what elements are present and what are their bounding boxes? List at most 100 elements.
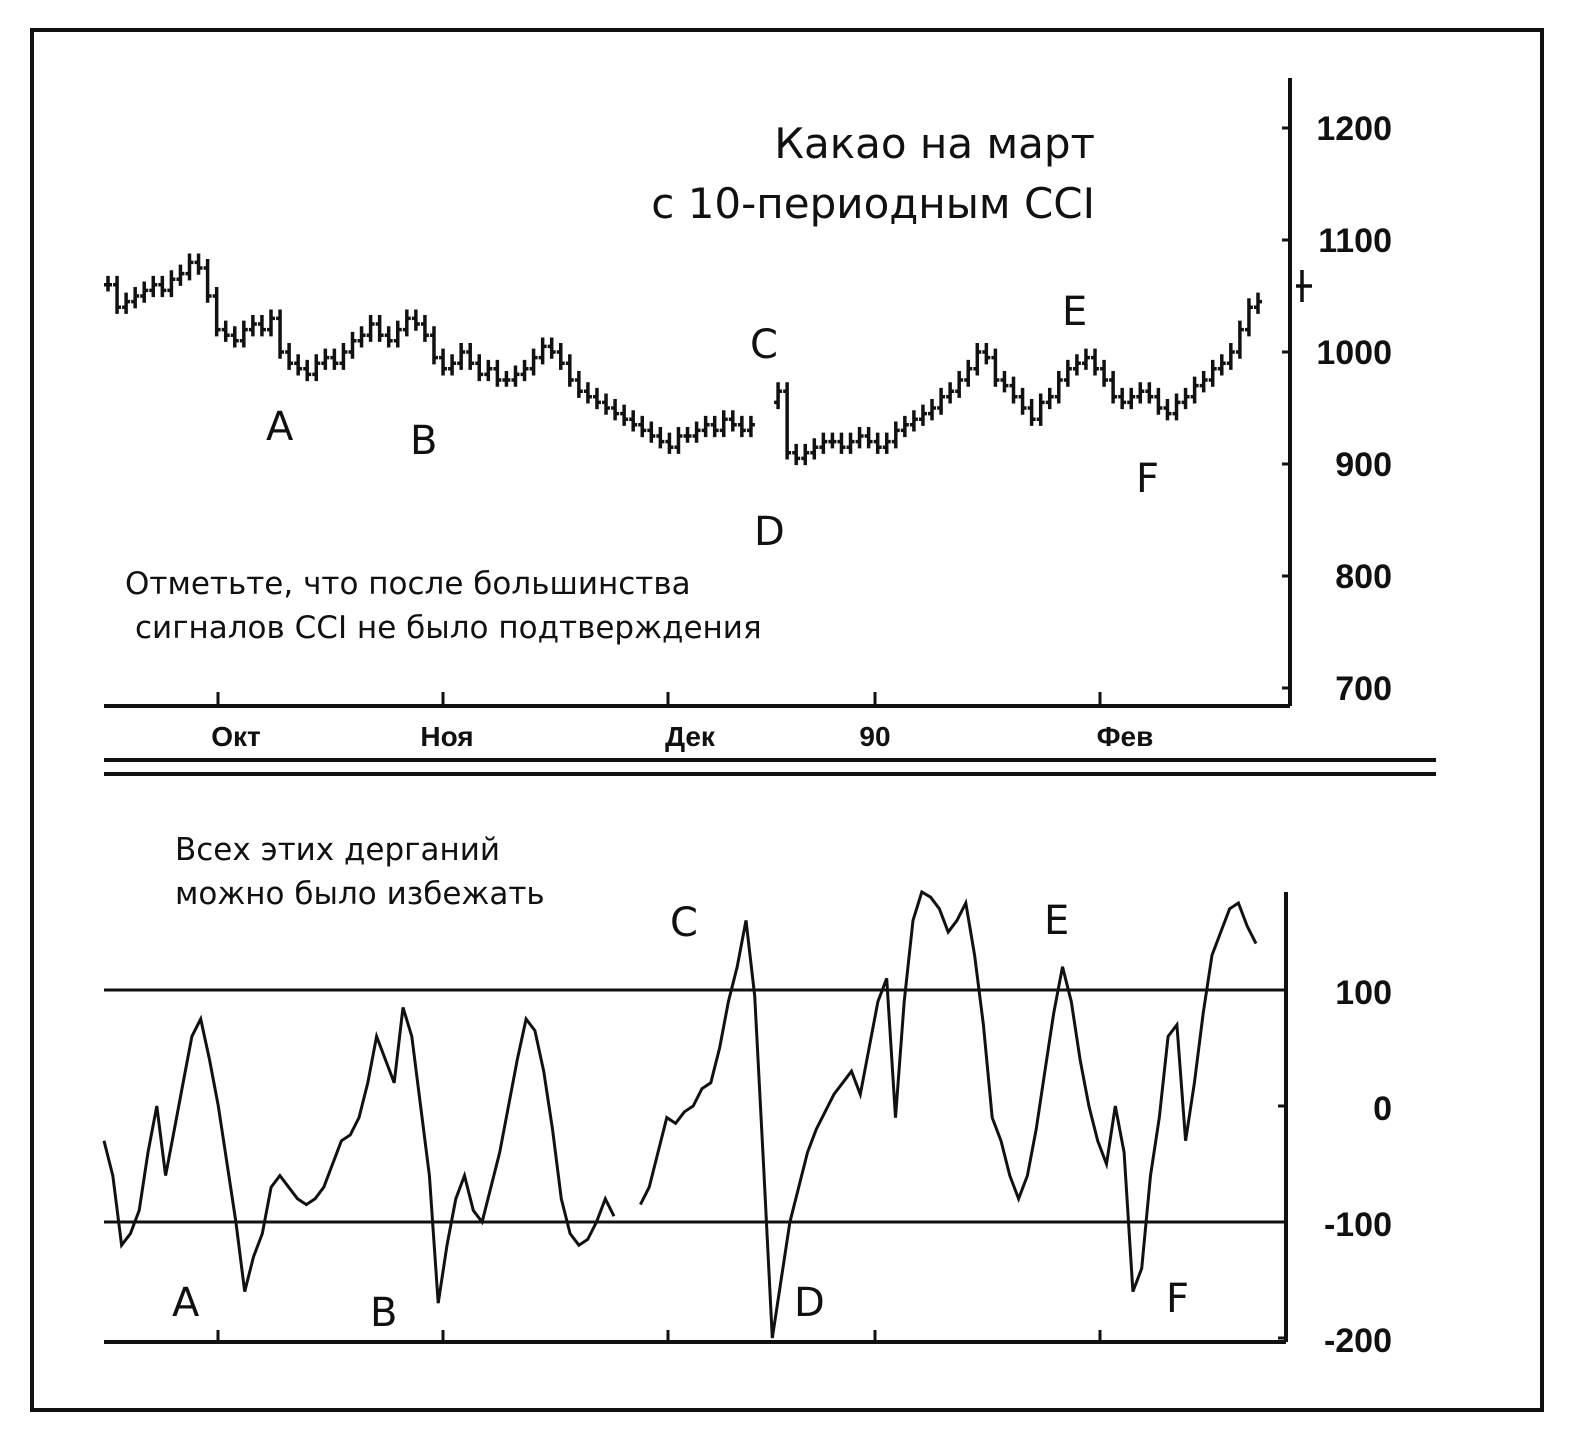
price-bar	[1036, 393, 1045, 426]
price-bar	[728, 410, 737, 432]
price-bar	[113, 275, 122, 314]
price-bar	[221, 320, 230, 342]
cci-label-d: D	[794, 1280, 825, 1326]
price-bar	[1109, 371, 1118, 404]
price-bar	[104, 275, 112, 292]
price-bar	[964, 359, 973, 387]
price-y-tick-label: 1100	[1318, 222, 1392, 260]
price-bar	[583, 382, 592, 404]
price-bar	[484, 359, 493, 382]
price-label-e: E	[1062, 289, 1087, 335]
price-bar	[602, 393, 611, 415]
price-bar	[1244, 298, 1253, 337]
price-bar	[439, 348, 448, 376]
price-bar	[810, 438, 819, 460]
price-bar	[239, 320, 248, 348]
price-bar	[574, 371, 583, 398]
price-bar	[520, 359, 529, 382]
cci-y-tick-label: 100	[1335, 974, 1392, 1012]
price-bar	[837, 432, 846, 454]
price-bar	[611, 399, 620, 421]
price-bar	[991, 348, 1000, 387]
price-note-line-2: сигналов CCI не было подтверждения	[135, 610, 762, 646]
price-bar	[330, 348, 339, 370]
price-bar	[891, 421, 900, 449]
price-x-tick-label: Фев	[1097, 721, 1154, 752]
price-bar	[620, 404, 629, 426]
price-bar	[149, 275, 158, 298]
price-bar	[973, 343, 982, 376]
price-bar	[1136, 382, 1145, 404]
cci-y-ticks: 100 0 -100 -200	[1278, 974, 1392, 1360]
price-label-c: C	[750, 322, 778, 368]
price-bar	[946, 382, 955, 404]
price-bar	[402, 309, 411, 337]
price-label-f: F	[1136, 456, 1159, 502]
price-bar	[384, 326, 393, 348]
price-bar	[511, 365, 520, 387]
price-bar	[1118, 387, 1127, 410]
price-label-a: A	[266, 404, 294, 450]
price-x-ticks: Окт Ноя Дек 90 Фев	[211, 692, 1153, 752]
price-bar	[692, 421, 701, 443]
price-bar	[792, 443, 801, 466]
price-bar	[294, 354, 303, 376]
price-bar	[248, 315, 257, 337]
price-bar	[158, 275, 167, 298]
price-bar	[167, 270, 176, 298]
price-bar	[1127, 387, 1136, 410]
price-bar	[339, 343, 348, 370]
cci-y-tick-label: -100	[1324, 1206, 1392, 1244]
price-bar	[701, 415, 710, 438]
price-bar	[801, 443, 810, 466]
price-bar	[882, 432, 891, 454]
price-bar	[783, 382, 792, 460]
price-bar	[1208, 359, 1217, 387]
price-bar	[420, 315, 429, 342]
price-bar	[565, 354, 574, 387]
price-bar	[683, 427, 692, 443]
price-bar	[1172, 393, 1181, 421]
price-bar	[1154, 387, 1163, 415]
price-bar	[285, 343, 294, 370]
price-bar	[348, 331, 357, 359]
price-bar	[656, 427, 665, 449]
cci-y-tick-label: 0	[1373, 1090, 1392, 1128]
price-bar	[266, 309, 275, 337]
price-bar	[592, 387, 601, 410]
price-bar	[475, 354, 484, 382]
price-bar	[429, 326, 438, 365]
price-bar	[918, 404, 927, 426]
price-bar	[411, 309, 420, 331]
price-bar	[647, 421, 656, 443]
price-bar	[1063, 359, 1072, 387]
current-price-marker	[1296, 270, 1312, 302]
price-bar	[665, 432, 674, 454]
price-x-tick-label: Ноя	[420, 721, 473, 752]
cci-label-a: A	[172, 1280, 200, 1326]
price-bar	[819, 432, 828, 454]
price-y-ticks: 1200 1100 1000 900 800 700	[1282, 110, 1392, 708]
price-bar	[538, 337, 547, 365]
price-bar	[1018, 387, 1027, 415]
price-y-tick-label: 1200	[1316, 110, 1392, 148]
price-bar	[1217, 354, 1226, 376]
cci-label-f: F	[1166, 1276, 1189, 1322]
price-bar	[937, 387, 946, 415]
price-bar	[276, 309, 285, 359]
price-bar	[846, 432, 855, 454]
price-bar	[1054, 371, 1063, 404]
price-bar	[1235, 320, 1244, 359]
price-bar	[312, 354, 321, 382]
cci-series	[102, 889, 1258, 1339]
price-bar	[131, 287, 140, 309]
price-bar	[1145, 382, 1154, 404]
price-bar	[303, 359, 312, 382]
price-bar	[1199, 371, 1208, 393]
price-bar	[828, 432, 837, 449]
price-x-tick-label: Дек	[665, 721, 716, 752]
price-bar	[457, 343, 466, 370]
price-bar	[375, 315, 384, 342]
price-bar	[502, 371, 511, 387]
